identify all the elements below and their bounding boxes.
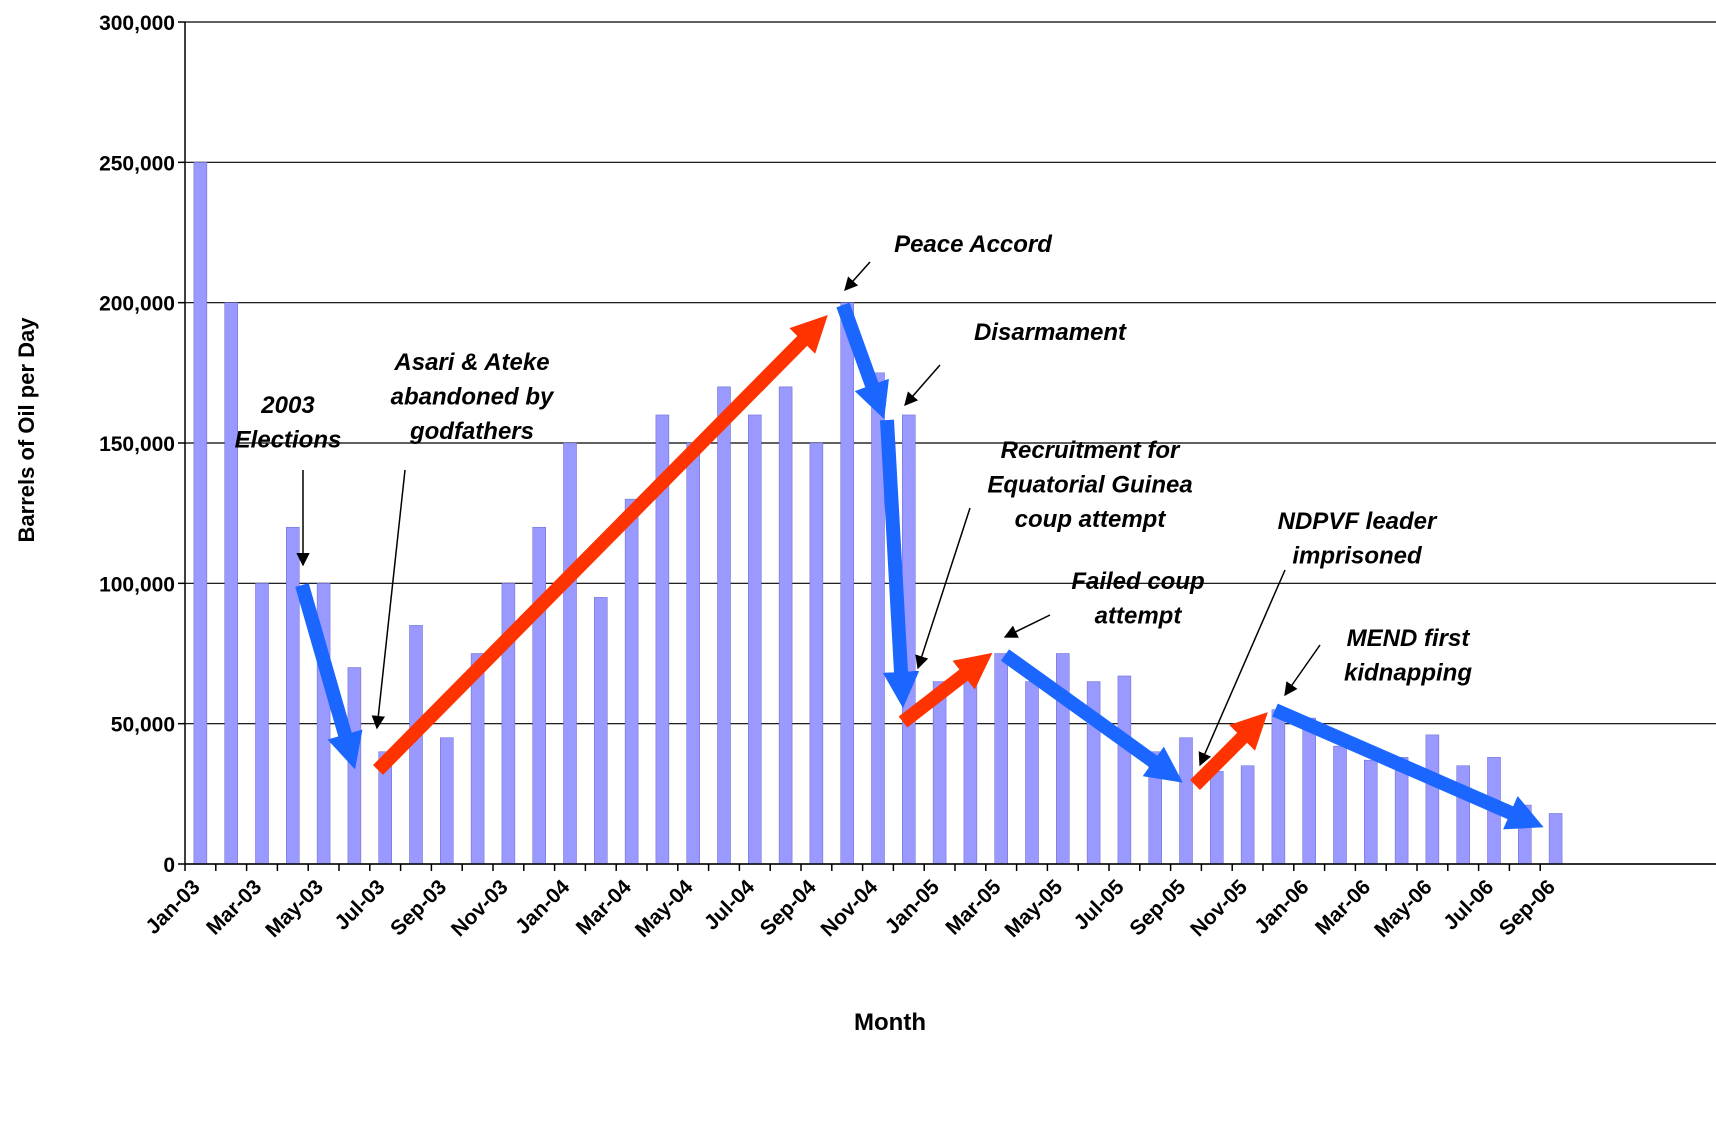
bar — [778, 386, 793, 865]
y-tick-label: 50,000 — [111, 714, 175, 737]
x-tick-label: Sep-06 — [1495, 875, 1560, 940]
trend-arrow — [295, 583, 363, 770]
bar — [1240, 765, 1255, 865]
bar — [1456, 765, 1470, 865]
bar — [563, 442, 577, 865]
bar — [470, 653, 485, 865]
x-axis-title: Month — [854, 1009, 926, 1036]
bar — [1210, 771, 1224, 865]
bar — [1179, 737, 1193, 865]
annotation: kidnapping — [1344, 660, 1472, 687]
bar — [347, 667, 362, 865]
bar — [1302, 717, 1316, 865]
bar — [1333, 745, 1347, 865]
trend-arrow — [1272, 703, 1544, 830]
x-tick-label: Sep-03 — [386, 875, 451, 940]
y-tick-label: 250,000 — [99, 152, 175, 175]
bar — [193, 162, 208, 865]
bar — [1025, 681, 1039, 865]
bar — [994, 653, 1008, 865]
x-tick-label: May-03 — [261, 875, 328, 942]
x-tick-label: Nov-05 — [1186, 875, 1252, 941]
annotation: MEND first — [1347, 625, 1471, 652]
trend-arrow — [880, 419, 920, 709]
x-tick-label: Jul-06 — [1439, 875, 1498, 934]
bar — [1548, 813, 1563, 865]
x-tick-label: Sep-04 — [756, 875, 821, 940]
x-tick-label: May-04 — [631, 875, 698, 942]
bar — [1117, 675, 1132, 865]
y-tick-label: 300,000 — [99, 12, 175, 35]
annotation: 2003 — [260, 392, 315, 419]
x-tick-label: Mar-05 — [941, 875, 1005, 939]
trend-arrow — [373, 315, 828, 775]
pointer — [915, 507, 971, 670]
x-tick-label: Jan-06 — [1250, 875, 1313, 938]
bar — [932, 681, 947, 865]
bar — [255, 583, 269, 865]
annotation-arrows — [295, 261, 1544, 830]
trend-arrow — [1190, 712, 1268, 790]
annotation: Recruitment for — [1001, 437, 1181, 464]
annotation: Disarmament — [974, 319, 1127, 346]
annotation: attempt — [1095, 603, 1183, 630]
x-tick-label: Jul-03 — [330, 875, 389, 934]
x-tick-label: Nov-04 — [817, 875, 883, 941]
annotation: Asari & Ateke — [393, 349, 549, 376]
pointer — [1198, 569, 1286, 767]
y-tick-label: 100,000 — [99, 573, 175, 596]
trend-arrow — [836, 302, 889, 420]
y-axis-title: Barrels of Oil per Day — [14, 317, 39, 543]
x-tick-label: Jan-04 — [511, 875, 575, 939]
bar — [840, 302, 854, 865]
y-tick-label: 0 — [163, 854, 175, 877]
pointer — [844, 261, 871, 292]
x-tick-label: Jul-04 — [700, 875, 759, 934]
x-tick-label: Jan-03 — [141, 875, 204, 938]
bar — [224, 302, 238, 865]
annotation: NDPVF leader — [1278, 508, 1438, 535]
bar — [809, 442, 824, 865]
bar — [1364, 759, 1378, 865]
bar — [717, 386, 731, 865]
x-tick-label: Mar-03 — [202, 875, 266, 939]
trend-arrow — [1000, 649, 1183, 783]
annotation: Peace Accord — [894, 231, 1053, 258]
annotation: Equatorial Guinea — [987, 472, 1192, 499]
y-tick-label: 150,000 — [99, 433, 175, 456]
pointer — [1003, 614, 1051, 638]
annotation: abandoned by — [391, 384, 555, 411]
x-tick-label: Mar-04 — [572, 875, 636, 939]
pointer — [904, 364, 941, 407]
bar — [624, 498, 639, 865]
pointer — [371, 469, 406, 730]
pointer — [1284, 644, 1321, 697]
annotation: Elections — [235, 427, 342, 454]
bar — [686, 442, 700, 865]
bar — [963, 681, 978, 865]
x-tick-label: Sep-05 — [1125, 875, 1190, 940]
bar — [532, 526, 546, 865]
x-tick-label: May-06 — [1370, 875, 1437, 942]
bar — [594, 597, 608, 865]
annotation: Failed coup — [1071, 568, 1204, 595]
x-tick-label: Nov-03 — [447, 875, 513, 941]
annotation: coup attempt — [1015, 506, 1167, 533]
x-tick-label: Jan-05 — [881, 875, 945, 939]
trend-arrow — [898, 652, 993, 728]
x-tick-label: Mar-06 — [1311, 875, 1375, 939]
y-tick-label: 200,000 — [99, 293, 175, 316]
annotation: godfathers — [409, 418, 534, 445]
bar — [286, 526, 300, 865]
x-tick-label: May-05 — [1001, 875, 1068, 942]
bar — [748, 414, 762, 865]
annotation: imprisoned — [1292, 543, 1423, 570]
x-tick-label: Jul-05 — [1070, 875, 1129, 934]
bar — [1271, 709, 1286, 865]
bar — [1425, 734, 1440, 865]
bar — [440, 737, 454, 865]
